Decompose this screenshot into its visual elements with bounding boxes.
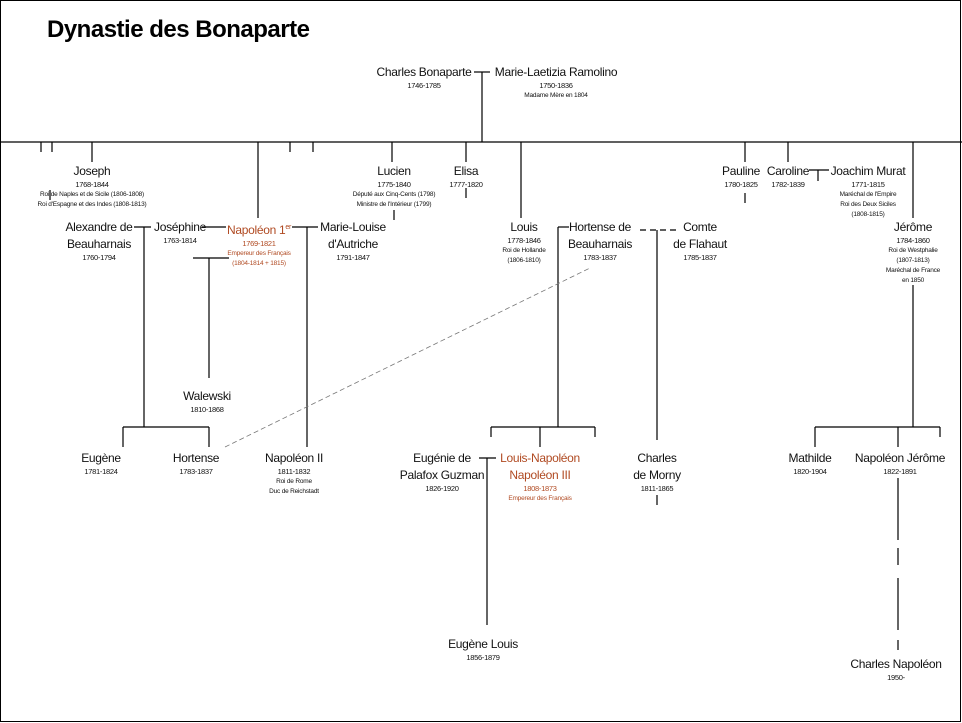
person-lucien: Lucien 1775-1840 Député aux Cinq-Cents (…	[352, 164, 436, 208]
person-comte-de-flahaut: Comte de Flahaut 1785-1837	[673, 220, 727, 262]
person-elisa: Elisa 1777-1820	[449, 164, 483, 189]
person-charles-bonaparte: Charles Bonaparte 1746-1785	[376, 65, 472, 90]
person-hortense: Hortense 1783-1837	[172, 451, 220, 476]
person-mathilde: Mathilde 1820-1904	[788, 451, 832, 476]
person-eugene-louis: Eugène Louis 1856-1879	[448, 637, 518, 662]
person-charles-napoleon: Charles Napoléon 1950-	[850, 657, 942, 682]
person-joachim-murat: Joachim Murat 1771-1815 Maréchal de l'Em…	[830, 164, 906, 218]
person-alexandre-de-beauharnais: Alexandre de Beauharnais 1760-1794	[65, 220, 133, 262]
person-marie-laetizia: Marie-Laetizia Ramolino 1750-1836 Madame…	[494, 65, 618, 99]
person-hortense-de-beauharnais: Hortense de Beauharnais 1783-1837	[567, 220, 633, 262]
person-napoleon-1er: Napoléon 1er 1769-1821 Empereur des Fran…	[226, 223, 292, 267]
page-title: Dynastie des Bonaparte	[47, 16, 310, 43]
person-eugene: Eugène 1781-1824	[81, 451, 121, 476]
person-eugenie: Eugénie de Palafox Guzman 1826-1920	[399, 451, 485, 493]
person-joseph: Joseph 1768-1844 Roi de Naples et de Sic…	[37, 164, 147, 208]
person-napoleon-jerome: Napoléon Jérôme 1822-1891	[854, 451, 946, 476]
person-marie-louise: Marie-Louise d'Autriche 1791-1847	[320, 220, 386, 262]
person-napoleon-iii: Louis-Napoléon Napoléon III 1808-1873 Em…	[500, 451, 580, 502]
hortense-identity-link	[224, 267, 591, 448]
person-caroline: Caroline 1782-1839	[766, 164, 810, 189]
person-walewski: Walewski 1810-1868	[183, 389, 231, 414]
person-charles-de-morny: Charles de Morny 1811-1865	[633, 451, 681, 493]
person-louis: Louis 1778-1846 Roi de Hollande (1806-18…	[502, 220, 546, 264]
person-napoleon-ii: Napoléon II 1811-1832 Roi de Rome Duc de…	[264, 451, 324, 495]
person-jerome: Jérôme 1784-1860 Roi de Westphalie (1807…	[885, 220, 941, 284]
person-josephine: Joséphine 1763-1814	[153, 220, 207, 245]
person-pauline: Pauline 1780-1825	[722, 164, 760, 189]
